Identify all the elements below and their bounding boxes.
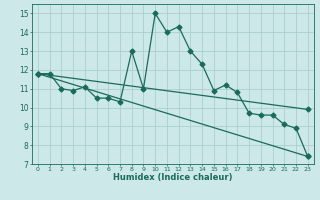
X-axis label: Humidex (Indice chaleur): Humidex (Indice chaleur): [113, 173, 233, 182]
